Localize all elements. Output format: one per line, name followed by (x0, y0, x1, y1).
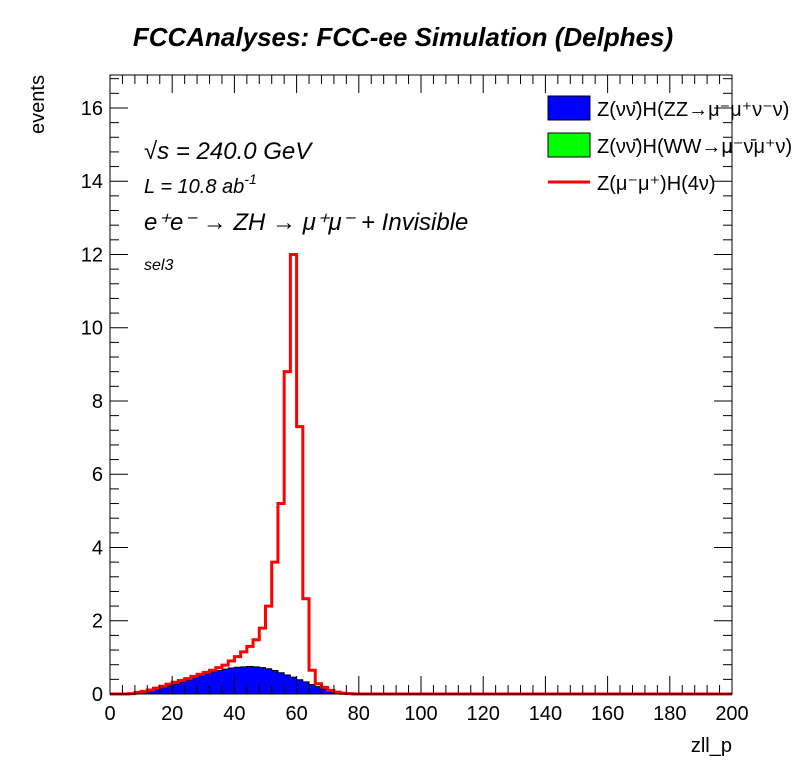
y-tick-label: 16 (81, 98, 103, 120)
y-tick-label: 10 (81, 318, 103, 340)
x-tick-label: 120 (467, 703, 500, 725)
y-axis-label: events (27, 75, 49, 134)
legend-swatch-ww (547, 132, 591, 158)
lumi-annotation: L = 10.8 ab-1 (144, 171, 257, 198)
x-tick-label: 40 (223, 703, 245, 725)
chart-title: FCCAnalyses: FCC-ee Simulation (Delphes) (133, 22, 673, 52)
legend-label-4nu: Z(μ⁻μ⁺)H(4ν) (597, 173, 716, 195)
legend-swatch-zz (547, 95, 591, 121)
x-tick-label: 60 (285, 703, 307, 725)
x-tick-label: 0 (104, 703, 115, 725)
y-tick-label: 0 (92, 684, 103, 706)
selection-annotation: sel3 (144, 257, 173, 274)
y-tick-label: 14 (81, 171, 103, 193)
x-tick-label: 200 (715, 703, 748, 725)
lumi-exponent: -1 (244, 171, 256, 187)
plot-frame (109, 74, 733, 695)
x-tick-label: 100 (404, 703, 437, 725)
legend-label-zz: Z(νν̄)H(ZZ→μ⁻μ⁺ν⁻ν) (597, 99, 789, 121)
y-tick-label: 2 (92, 611, 103, 633)
legend-label-ww: Z(νν̄)H(WW→μ⁻ν̄μ⁺ν) (597, 136, 792, 158)
process-annotation: e⁺e⁻ → ZH → μ⁺μ⁻ + Invisible (144, 209, 468, 236)
x-tick-label: 20 (161, 703, 183, 725)
series-line-2 (110, 252, 732, 696)
y-tick-label: 6 (92, 464, 103, 486)
y-tick-label: 12 (81, 244, 103, 266)
annotations: √s = 240.0 GeV L = 10.8 ab-1 e⁺e⁻ → ZH →… (144, 138, 468, 274)
x-tick-label: 160 (591, 703, 624, 725)
x-tick-label: 180 (653, 703, 686, 725)
y-tick-label: 8 (92, 391, 103, 413)
x-tick-label: 80 (348, 703, 370, 725)
legend: Z(νν̄)H(ZZ→μ⁻μ⁺ν⁻ν) Z(νν̄)H(WW→μ⁻ν̄μ⁺ν) … (547, 95, 792, 195)
lumi-base: L = 10.8 ab (144, 176, 244, 198)
plot-area: 0 20 40 60 80 100 120 140 160 180 200 0 2 4 6 8 10 12 14 1… (81, 74, 749, 725)
sqrt-s-annotation: √s = 240.0 GeV (144, 138, 313, 165)
x-axis-label: zll_p (691, 735, 732, 757)
x-tick-label: 140 (529, 703, 562, 725)
y-tick-label: 4 (92, 537, 103, 559)
